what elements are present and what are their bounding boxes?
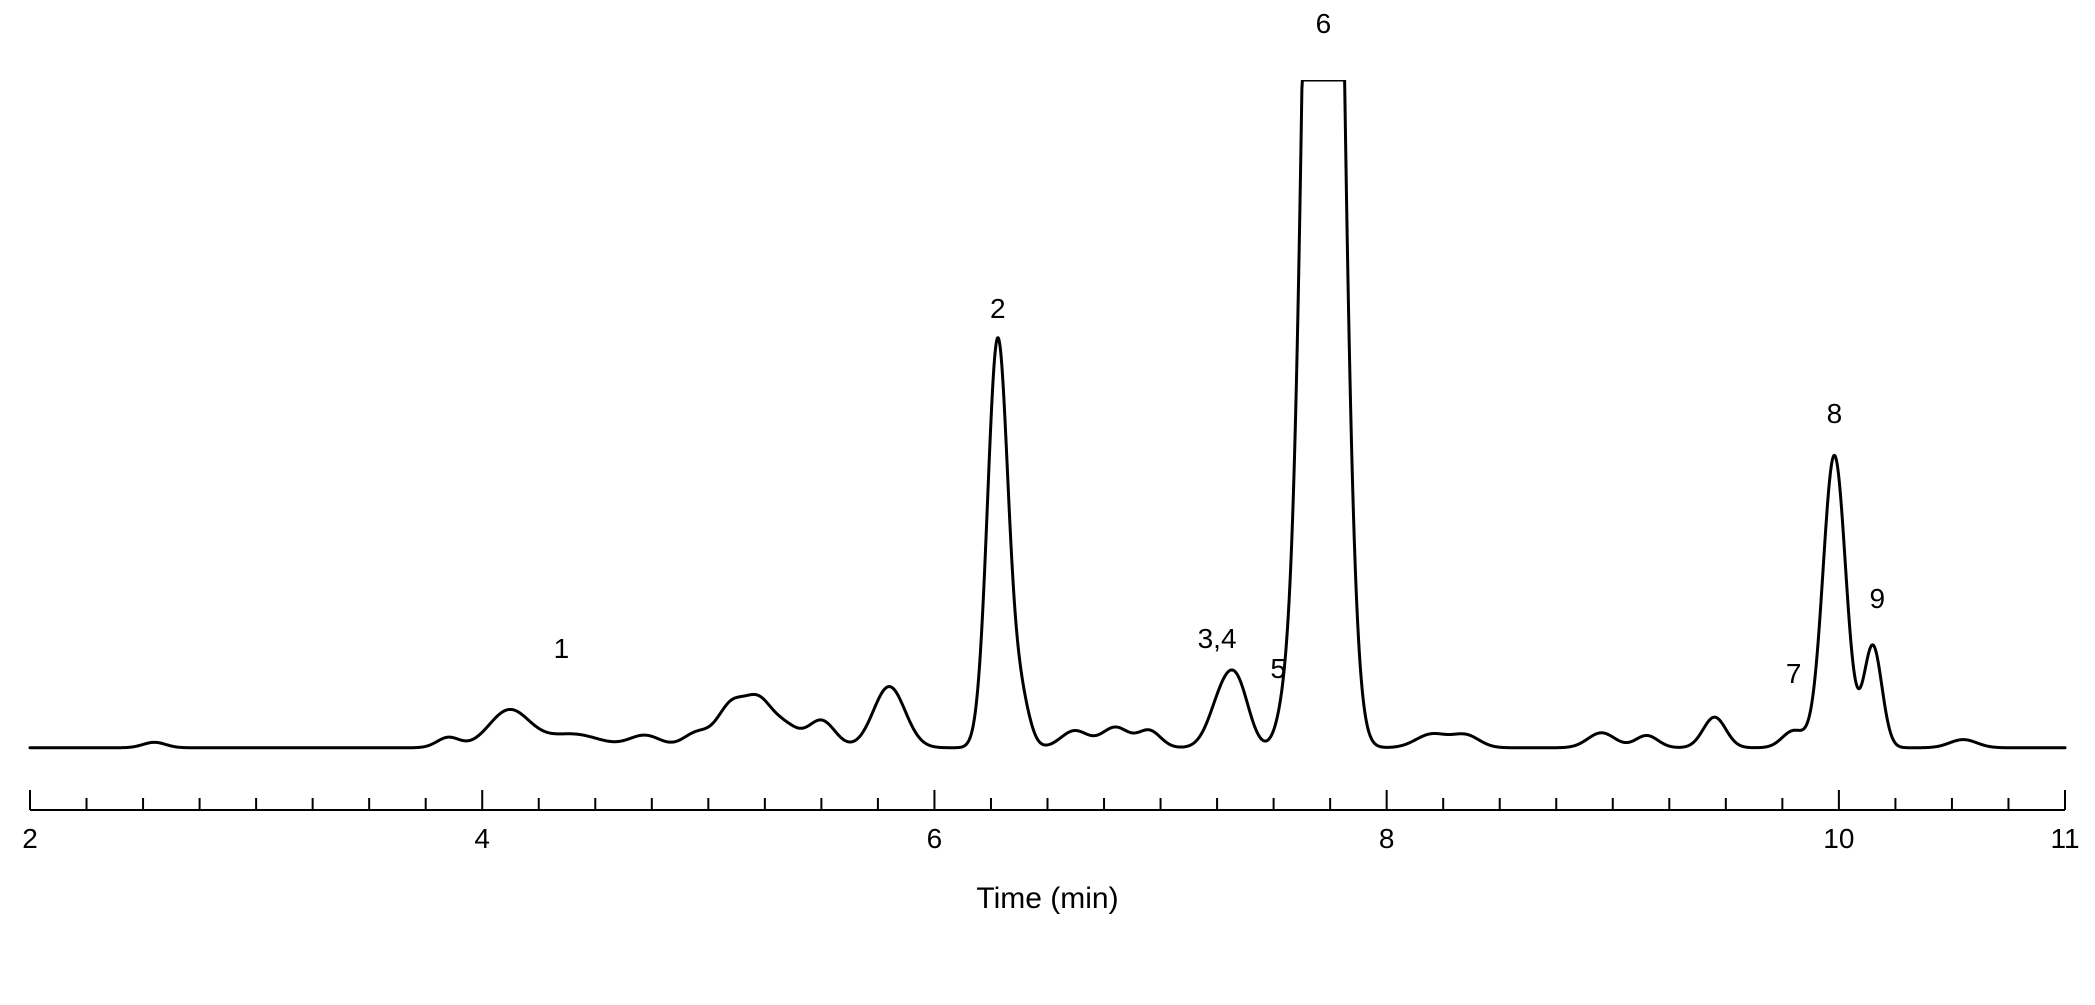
x-axis-tick-label: 6 <box>927 823 943 854</box>
peak-label: 2 <box>990 293 1006 324</box>
x-axis-tick-label: 4 <box>474 823 490 854</box>
x-axis-tick-label: 8 <box>1379 823 1395 854</box>
peak-label: 1 <box>554 633 570 664</box>
peak-label: 3,4 <box>1198 623 1237 654</box>
peak-label: 5 <box>1270 653 1286 684</box>
peak-label: 9 <box>1870 583 1886 614</box>
peak-label: 8 <box>1827 398 1843 429</box>
peak-label: 7 <box>1786 658 1802 689</box>
x-axis-tick-label: 11 <box>2050 823 2079 854</box>
x-axis-tick-label: 10 <box>1823 823 1854 854</box>
chromatogram-chart: 2 4 6 8 10 11 Time (min) 1 2 3,4 5 6 7 8 9 <box>0 0 2095 1005</box>
peak-label: 6 <box>1316 8 1332 39</box>
x-axis-label: Time (min) <box>976 882 1118 915</box>
chromatogram-trace <box>30 80 2065 748</box>
x-axis-tick-label: 2 <box>22 823 38 854</box>
